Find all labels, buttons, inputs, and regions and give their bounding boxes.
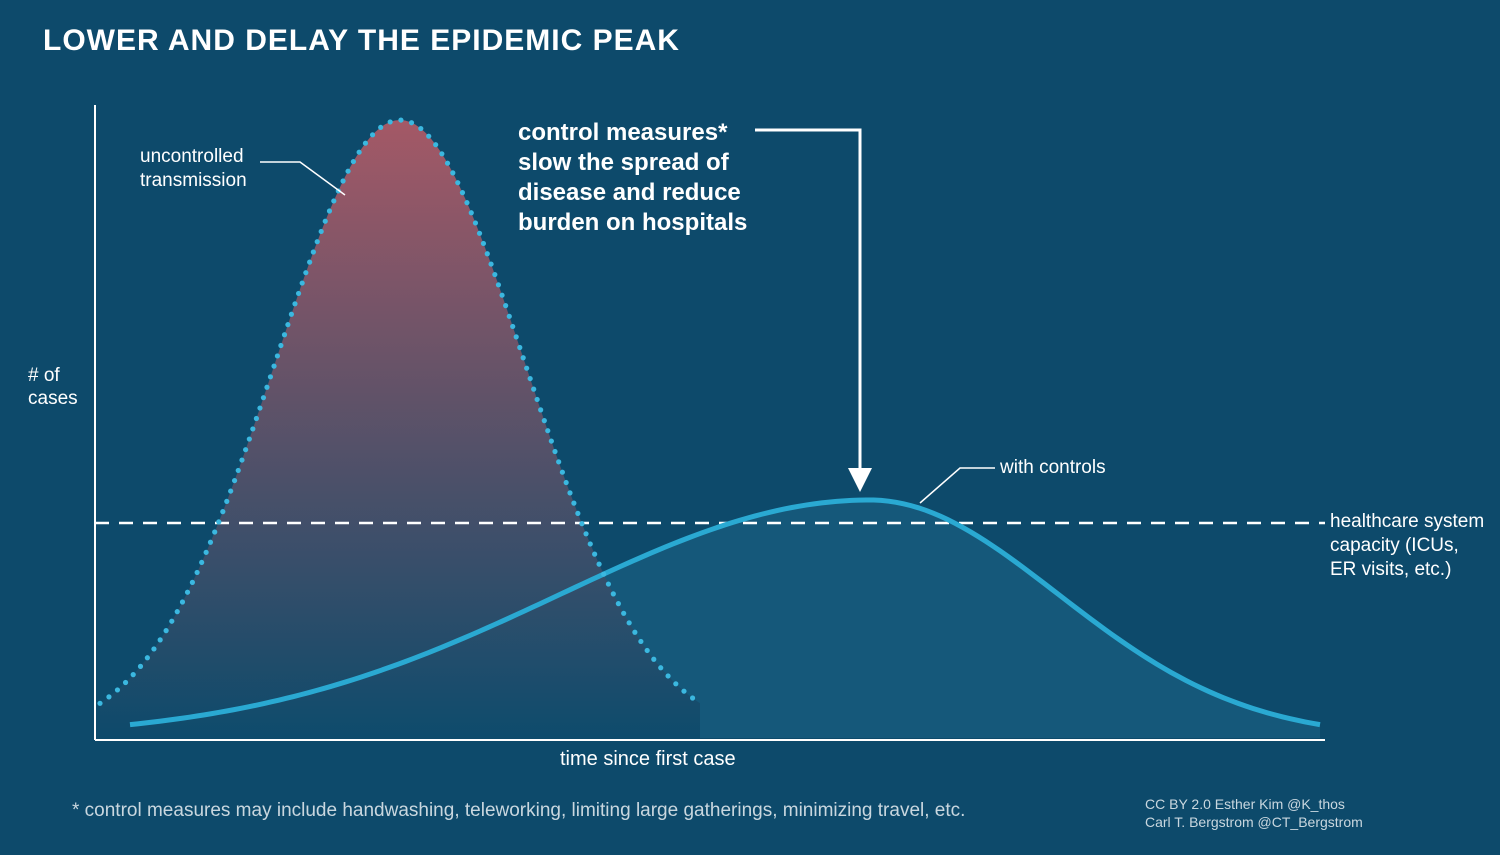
callout-l4: burden on hospitals — [518, 209, 747, 236]
uncontrolled-label-l2: transmission — [140, 170, 247, 191]
capacity-label-l3: ER visits, etc.) — [1330, 559, 1451, 580]
credit-l1: CC BY 2.0 Esther Kim @K_thos — [1145, 796, 1345, 812]
uncontrolled-label: uncontrolled transmission — [140, 145, 247, 193]
chart-container: LOWER AND DELAY THE EPIDEMIC PEAK — [0, 0, 1500, 855]
credit-l2: Carl T. Bergstrom @CT_Bergstrom — [1145, 814, 1363, 830]
callout-text: control measures* slow the spread of dis… — [518, 118, 747, 238]
credits: CC BY 2.0 Esther Kim @K_thos Carl T. Ber… — [1145, 795, 1363, 831]
y-axis-label-l1: # of — [28, 365, 60, 386]
callout-arrow — [755, 130, 860, 480]
chart-svg — [0, 0, 1500, 855]
leader-uncontrolled — [260, 162, 345, 195]
leader-controlled — [920, 468, 995, 503]
y-axis-label: # of cases — [28, 365, 78, 411]
callout-l1: control measures* — [518, 119, 727, 146]
capacity-label-l2: capacity (ICUs, — [1330, 535, 1459, 556]
y-axis-label-l2: cases — [28, 388, 78, 409]
x-axis-label: time since first case — [560, 748, 736, 771]
footnote: * control measures may include handwashi… — [72, 800, 965, 822]
controlled-label: with controls — [1000, 457, 1106, 479]
capacity-label: healthcare system capacity (ICUs, ER vis… — [1330, 510, 1484, 581]
uncontrolled-label-l1: uncontrolled — [140, 146, 244, 167]
callout-l3: disease and reduce — [518, 179, 741, 206]
capacity-label-l1: healthcare system — [1330, 511, 1484, 532]
callout-l2: slow the spread of — [518, 149, 729, 176]
